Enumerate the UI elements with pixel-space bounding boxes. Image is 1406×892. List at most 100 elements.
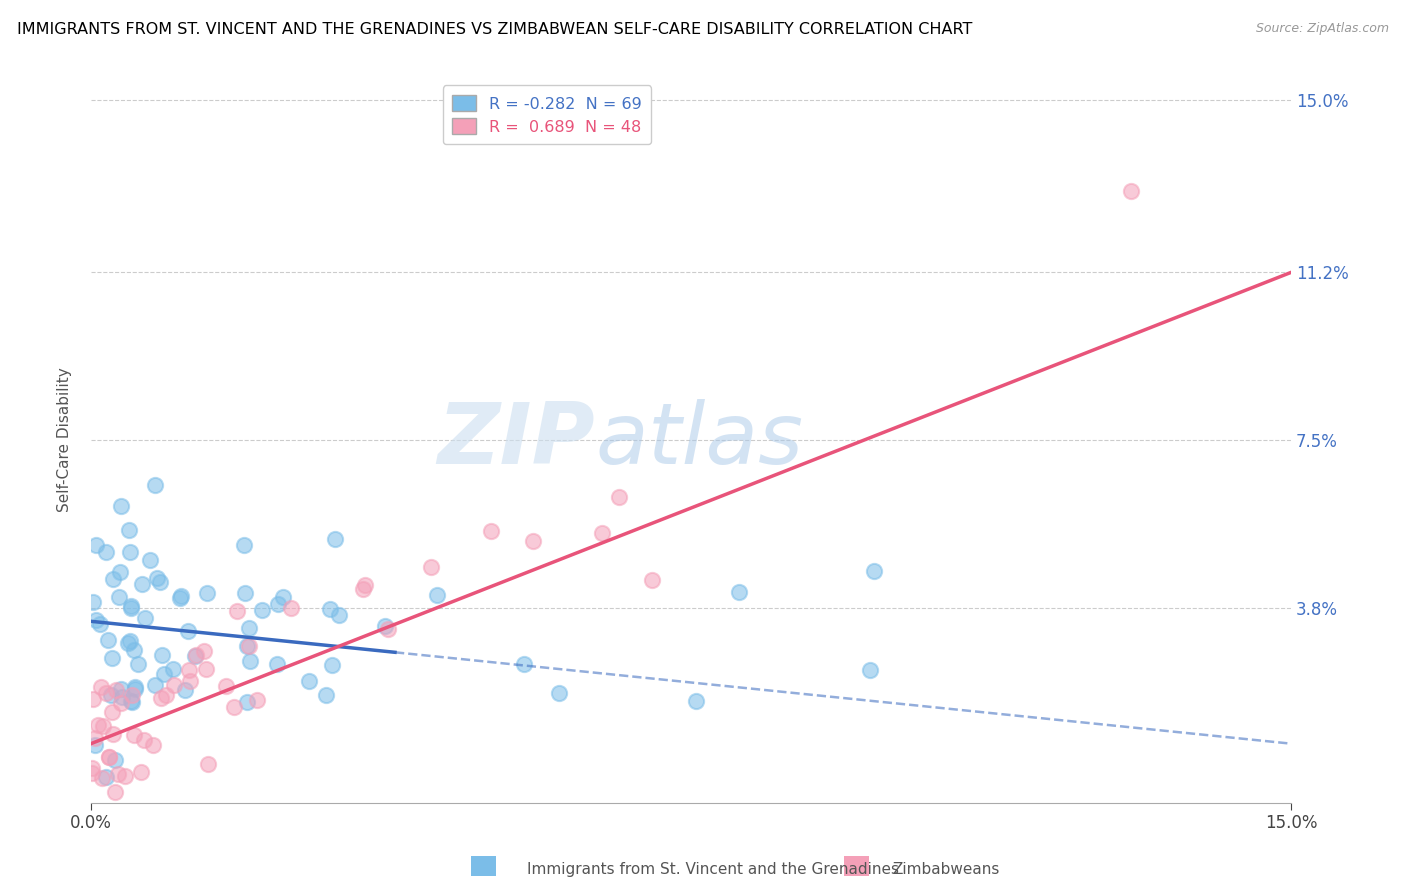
Point <box>513 657 536 672</box>
Point <box>146 571 169 585</box>
Point <box>169 591 191 605</box>
Point <box>863 564 886 578</box>
Point <box>89 617 111 632</box>
Point <box>224 699 246 714</box>
Point <box>110 681 132 696</box>
Point <box>120 694 142 708</box>
Point <box>193 644 215 658</box>
Text: ZIP: ZIP <box>437 399 595 482</box>
Point <box>323 532 346 546</box>
Point <box>94 545 117 559</box>
Point <box>132 732 155 747</box>
Point <box>859 663 882 677</box>
Point <box>118 523 141 537</box>
Point <box>184 648 207 662</box>
Point <box>236 639 259 653</box>
Point <box>374 618 396 632</box>
Point <box>641 573 664 587</box>
Text: Source: ZipAtlas.com: Source: ZipAtlas.com <box>1256 22 1389 36</box>
Point <box>90 680 112 694</box>
Point <box>82 765 104 780</box>
Point <box>197 586 219 600</box>
Point <box>100 651 122 665</box>
Point <box>124 680 146 694</box>
Point <box>155 688 177 702</box>
Point <box>352 582 374 596</box>
Point <box>97 750 120 764</box>
Point <box>522 534 544 549</box>
Point <box>129 764 152 779</box>
Point <box>87 718 110 732</box>
Point <box>728 585 751 599</box>
Point <box>114 769 136 783</box>
Point <box>120 633 142 648</box>
Point <box>239 654 262 668</box>
Point <box>124 681 146 696</box>
Legend: R = -0.282  N = 69, R =  0.689  N = 48: R = -0.282 N = 69, R = 0.689 N = 48 <box>443 86 651 145</box>
Point <box>267 597 290 611</box>
Point <box>138 553 160 567</box>
Point <box>107 590 129 604</box>
Point <box>104 753 127 767</box>
Point <box>152 666 174 681</box>
Point <box>82 692 104 706</box>
Y-axis label: Self-Care Disability: Self-Care Disability <box>58 368 72 512</box>
Point <box>162 678 184 692</box>
Point <box>134 611 156 625</box>
Point <box>108 566 131 580</box>
Point <box>179 674 201 689</box>
Point <box>121 695 143 709</box>
Point <box>184 648 207 663</box>
Point <box>177 664 200 678</box>
Point <box>127 657 149 672</box>
Point <box>84 731 107 745</box>
Point <box>84 538 107 552</box>
Point <box>149 690 172 705</box>
Point <box>143 678 166 692</box>
Point <box>110 500 132 514</box>
Point <box>120 599 142 613</box>
Point <box>271 591 294 605</box>
Point <box>101 706 124 720</box>
Point <box>233 586 256 600</box>
Point <box>118 545 141 559</box>
Point <box>425 588 447 602</box>
Point <box>148 574 170 589</box>
Point <box>122 728 145 742</box>
Point <box>162 662 184 676</box>
Point <box>215 679 238 693</box>
Point <box>117 636 139 650</box>
Point <box>177 624 200 638</box>
Point <box>96 770 118 784</box>
Point <box>143 478 166 492</box>
Text: atlas: atlas <box>595 399 803 482</box>
Point <box>96 686 118 700</box>
Point <box>111 690 134 705</box>
Point <box>98 750 121 764</box>
Point <box>591 525 613 540</box>
Point <box>84 738 107 752</box>
Point <box>80 761 103 775</box>
Point <box>173 682 195 697</box>
Point <box>170 589 193 603</box>
Point <box>377 623 399 637</box>
Point <box>195 662 218 676</box>
Point <box>685 694 707 708</box>
Point <box>238 621 260 635</box>
Point <box>479 524 502 538</box>
Point <box>121 688 143 702</box>
Point <box>419 560 441 574</box>
Point <box>252 603 274 617</box>
Point <box>328 608 350 623</box>
Point <box>238 639 260 653</box>
Point <box>1121 184 1143 198</box>
Point <box>266 657 288 671</box>
Point <box>120 601 142 615</box>
Text: Zimbabweans: Zimbabweans <box>893 863 1000 877</box>
Point <box>318 601 340 615</box>
Point <box>297 674 319 689</box>
Point <box>104 785 127 799</box>
Point <box>354 578 377 592</box>
Text: Immigrants from St. Vincent and the Grenadines: Immigrants from St. Vincent and the Gren… <box>527 863 900 877</box>
Point <box>548 686 571 700</box>
